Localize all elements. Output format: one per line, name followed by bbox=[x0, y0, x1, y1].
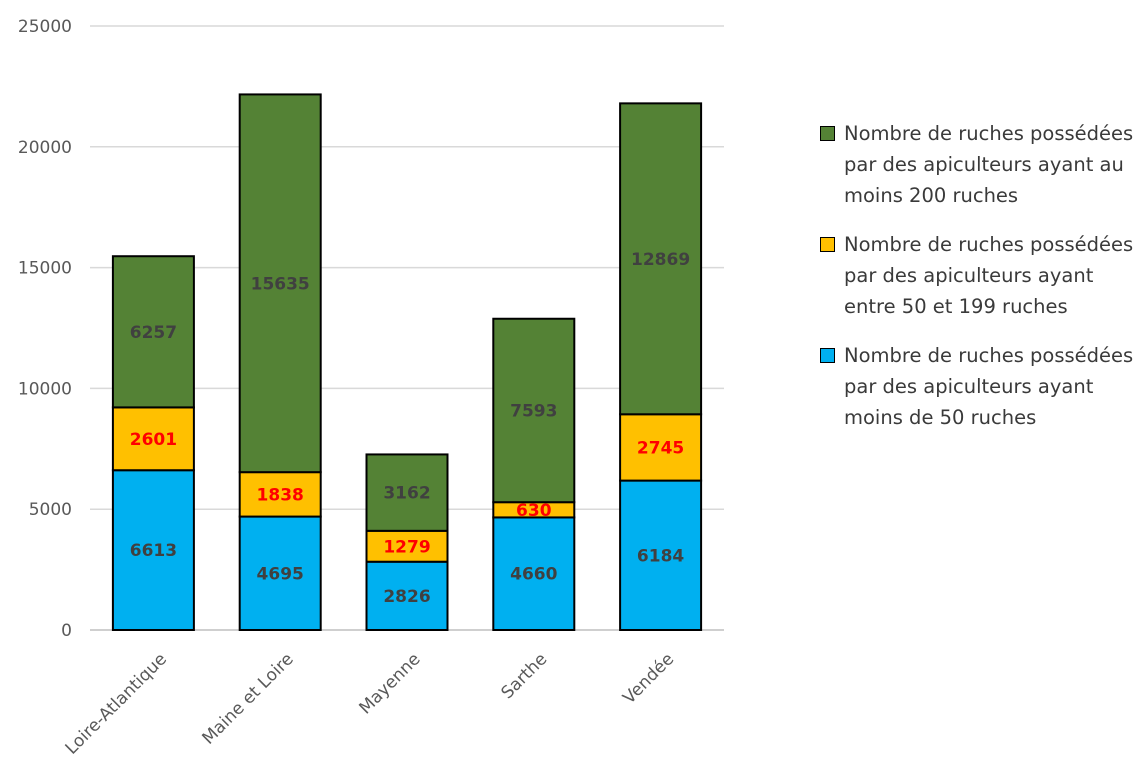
data-label: 6257 bbox=[130, 323, 177, 343]
data-label: 3162 bbox=[383, 484, 430, 504]
bar-segment bbox=[619, 102, 703, 416]
data-label: 2601 bbox=[130, 430, 177, 450]
x-tick-label: Mayenne bbox=[356, 649, 425, 718]
y-tick-label: 15000 bbox=[18, 259, 72, 279]
data-label: 2826 bbox=[383, 587, 430, 607]
y-tick-label: 25000 bbox=[18, 17, 72, 37]
bar-segment bbox=[365, 529, 449, 563]
data-label: 630 bbox=[516, 501, 552, 521]
x-tick-label: Vendée bbox=[619, 649, 678, 708]
legend-swatch-50-199 bbox=[820, 237, 835, 252]
legend-label-under-50: Nombre de ruches possédées par des apicu… bbox=[844, 344, 1134, 429]
data-label: 1279 bbox=[383, 537, 430, 557]
bar-segment bbox=[238, 471, 322, 518]
data-label: 4695 bbox=[257, 564, 304, 584]
bar-segment bbox=[111, 469, 195, 631]
legend-label-200-plus: Nombre de ruches possédées par des apicu… bbox=[844, 122, 1134, 207]
bar-segment bbox=[492, 317, 576, 504]
legend-item-under-50: Nombre de ruches possédées par des apicu… bbox=[820, 340, 1145, 433]
data-label: 7593 bbox=[510, 401, 557, 421]
data-label: 15635 bbox=[251, 274, 310, 294]
y-axis: 0 5000 10000 15000 20000 25000 bbox=[18, 17, 72, 641]
gridlines bbox=[90, 25, 724, 631]
legend-item-50-199: Nombre de ruches possédées par des apicu… bbox=[820, 229, 1145, 322]
x-tick-label: Loire-Atlantique bbox=[62, 649, 171, 758]
data-label: 6613 bbox=[130, 541, 177, 561]
data-label: 4660 bbox=[510, 565, 557, 585]
legend-item-200-plus: Nombre de ruches possédées par des apicu… bbox=[820, 118, 1145, 211]
data-label: 1838 bbox=[257, 485, 304, 505]
x-tick-label: Maine et Loire bbox=[198, 649, 297, 748]
stacked-bar-chart: 0 5000 10000 15000 20000 25000 6613 2601 6257 46… bbox=[18, 17, 724, 759]
legend: Nombre de ruches possédées par des apicu… bbox=[820, 118, 1145, 451]
x-tick-label: Sarthe bbox=[498, 649, 552, 703]
data-labels: 6613 2601 6257 4695 1838 15635 2826 1279 3162 466… bbox=[130, 250, 690, 607]
bar-segment bbox=[492, 516, 576, 632]
y-tick-label: 10000 bbox=[18, 379, 72, 399]
data-label: 2745 bbox=[637, 438, 684, 458]
legend-swatch-200-plus bbox=[820, 126, 835, 141]
bar-segment bbox=[111, 406, 195, 472]
bar-segment bbox=[619, 479, 703, 632]
bar-segment bbox=[365, 560, 449, 631]
legend-swatch-under-50 bbox=[820, 348, 835, 363]
bar-segment bbox=[238, 93, 322, 474]
bar-segment bbox=[111, 255, 195, 409]
x-axis: Loire-Atlantique Maine et Loire Mayenne Sar… bbox=[62, 649, 678, 758]
legend-label-50-199: Nombre de ruches possédées par des apicu… bbox=[844, 233, 1134, 318]
bars bbox=[111, 93, 703, 632]
y-tick-label: 5000 bbox=[29, 500, 72, 520]
data-label: 12869 bbox=[631, 250, 690, 270]
y-tick-label: 20000 bbox=[18, 138, 72, 158]
data-label: 6184 bbox=[637, 546, 684, 566]
bar-segment bbox=[365, 453, 449, 532]
y-tick-label: 0 bbox=[61, 621, 72, 641]
